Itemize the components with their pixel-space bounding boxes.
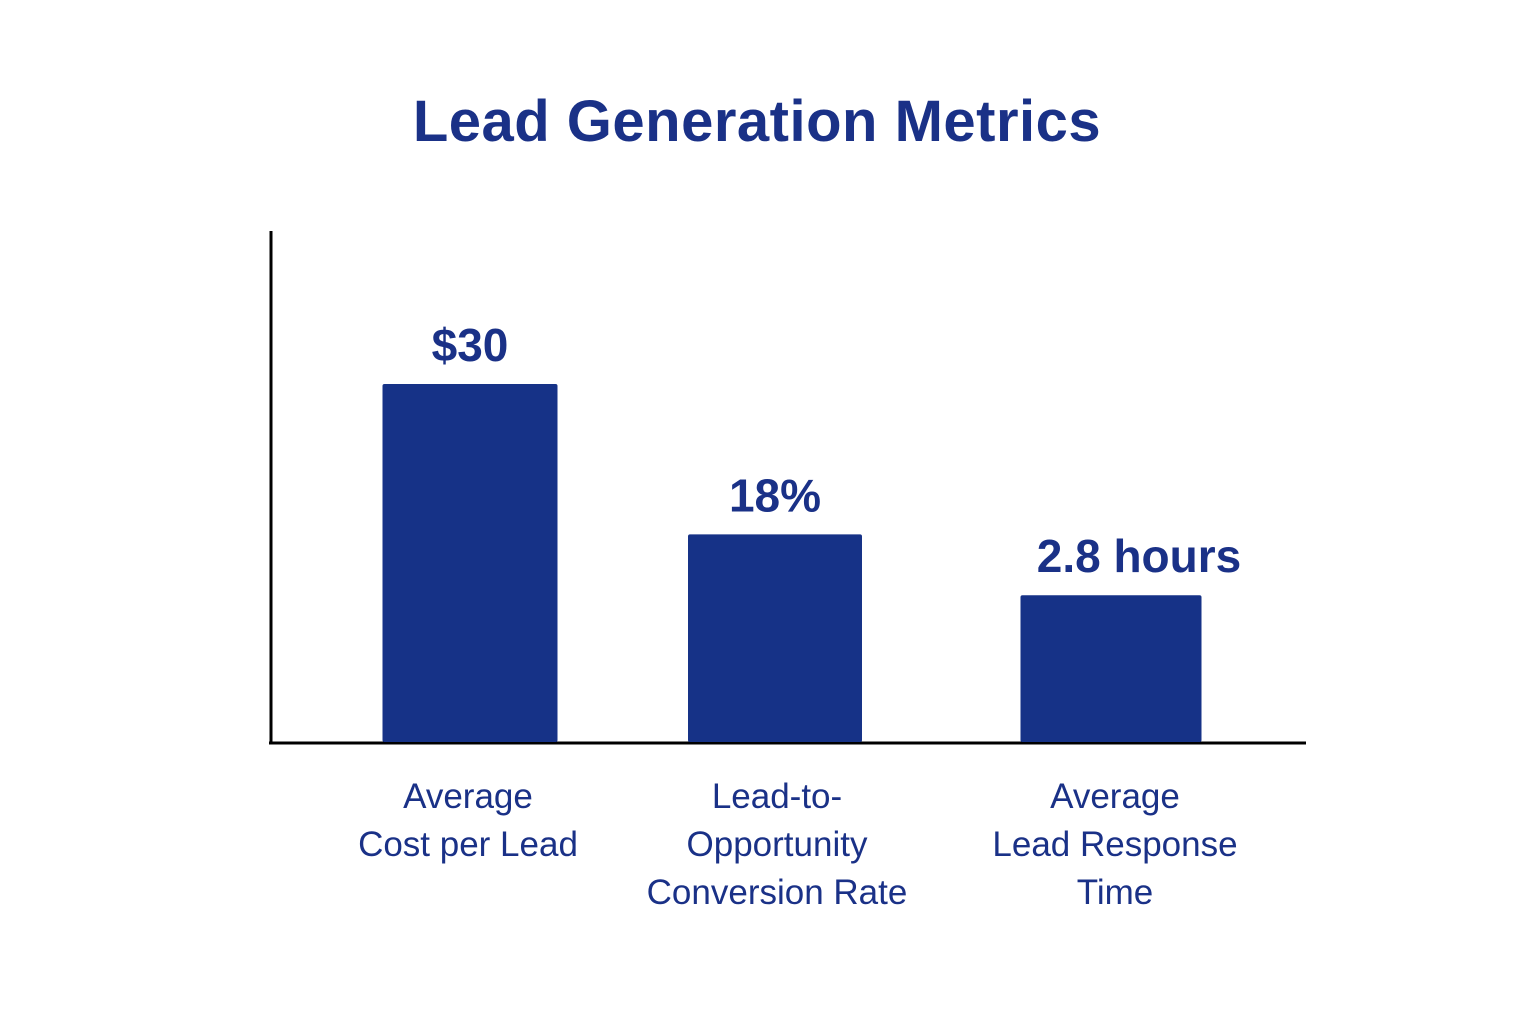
bar-1: [688, 534, 862, 742]
data-label-1: 18%: [729, 469, 821, 521]
category-label-2-line-2: Time: [1077, 873, 1153, 912]
data-label-0: $30: [432, 319, 509, 371]
category-label-0-line-0: Average: [403, 777, 533, 816]
bar-2: [1020, 595, 1202, 742]
category-label-0-line-1: Cost per Lead: [358, 825, 578, 864]
data-label-2: 2.8 hours: [1037, 530, 1242, 582]
category-label-1-line-2: Conversion Rate: [647, 873, 908, 912]
bar-0: [382, 384, 558, 742]
category-label-1-line-0: Lead-to-: [712, 777, 842, 816]
chart-title: Lead Generation Metrics: [412, 89, 1102, 154]
category-label-1-line-1: Opportunity: [687, 825, 868, 864]
category-label-2-line-1: Lead Response: [992, 825, 1237, 864]
category-label-2-line-0: Average: [1050, 777, 1180, 816]
